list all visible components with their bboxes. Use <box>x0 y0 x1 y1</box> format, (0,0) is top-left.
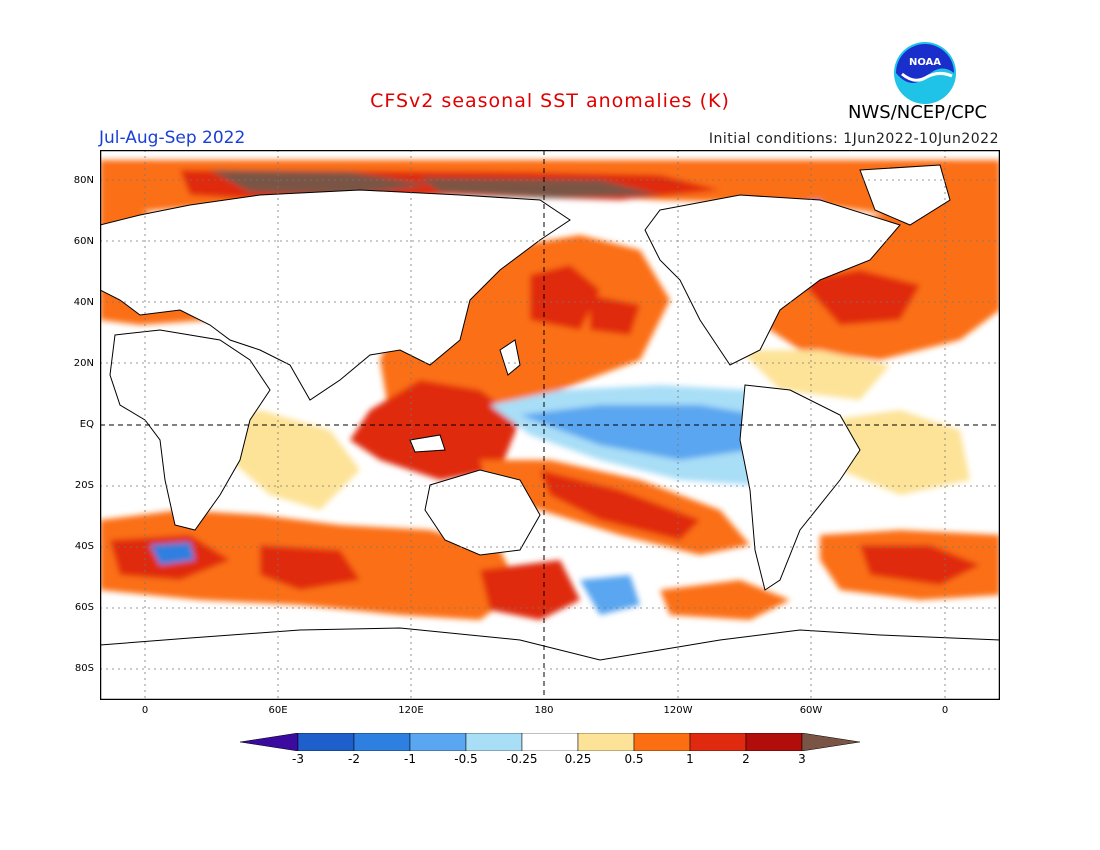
colorbar-swatch <box>297 733 355 751</box>
colorbar-label: -0.25 <box>506 752 538 766</box>
noaa-logo-text: NOAA <box>909 57 941 68</box>
map-title: CFSv2 seasonal SST anomalies (K) <box>370 90 730 112</box>
colorbar-label: -0.5 <box>454 752 478 766</box>
colorbar-label: 1 <box>686 752 694 766</box>
lat-label-60n: 60N <box>73 236 94 247</box>
lon-label-120e: 120E <box>398 705 424 716</box>
lat-label-40n: 40N <box>73 297 94 308</box>
colorbar-swatch <box>633 733 691 751</box>
colorbar-swatch <box>521 733 579 751</box>
lon-label-0-right: 0 <box>941 705 949 716</box>
colorbar-swatch <box>745 733 803 751</box>
colorbar-swatch <box>689 733 747 751</box>
lat-label-40s: 40S <box>74 541 94 552</box>
lon-label-60e: 60E <box>268 705 288 716</box>
lon-label-120w: 120W <box>663 705 693 716</box>
colorbar-swatch <box>409 733 467 751</box>
agency-label: NWS/NCEP/CPC <box>848 102 988 123</box>
colorbar-label: -2 <box>348 752 360 766</box>
lon-label-60w: 60W <box>799 705 823 716</box>
colorbar-swatch-below-3 <box>240 733 299 751</box>
lat-label-80s: 80S <box>74 663 94 674</box>
noaa-logo: NOAA <box>894 42 956 104</box>
graticule <box>100 150 1000 700</box>
lon-label-0: 0 <box>141 705 149 716</box>
lat-label-20n: 20N <box>73 358 94 369</box>
initial-conditions-label: Initial conditions: 1Jun2022-10Jun2022 <box>708 131 999 147</box>
colorbar-label: -1 <box>404 752 416 766</box>
colorbar-swatch <box>465 733 523 751</box>
colorbar-swatch <box>577 733 635 751</box>
colorbar-label: 0.5 <box>624 752 644 766</box>
lat-label-80n: 80N <box>73 175 94 186</box>
lon-label-180: 180 <box>534 705 554 716</box>
colorbar <box>240 733 861 751</box>
lat-label-eq: EQ <box>79 419 94 430</box>
colorbar-label: -3 <box>292 752 304 766</box>
colorbar-label: 2 <box>742 752 750 766</box>
map-frame <box>100 150 1000 700</box>
lat-label-60s: 60S <box>74 602 94 613</box>
sst-anomaly-map <box>100 150 1000 700</box>
lat-label-20s: 20S <box>74 480 94 491</box>
season-label: Jul-Aug-Sep 2022 <box>99 128 246 148</box>
colorbar-swatch-above-3 <box>801 733 861 751</box>
colorbar-swatch <box>353 733 411 751</box>
land-masses <box>100 164 1000 700</box>
colorbar-label: 3 <box>798 752 806 766</box>
colorbar-label: 0.25 <box>564 752 592 766</box>
reference-lines <box>100 150 1000 700</box>
